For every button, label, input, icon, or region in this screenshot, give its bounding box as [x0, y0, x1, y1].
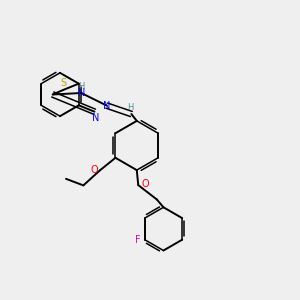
- Text: N: N: [103, 100, 110, 111]
- Text: N: N: [78, 88, 85, 98]
- Text: H: H: [127, 103, 133, 112]
- Text: H: H: [78, 82, 84, 91]
- Text: S: S: [60, 78, 66, 88]
- Text: O: O: [91, 165, 98, 176]
- Text: O: O: [141, 178, 149, 189]
- Text: F: F: [135, 235, 141, 245]
- Text: N: N: [92, 113, 100, 123]
